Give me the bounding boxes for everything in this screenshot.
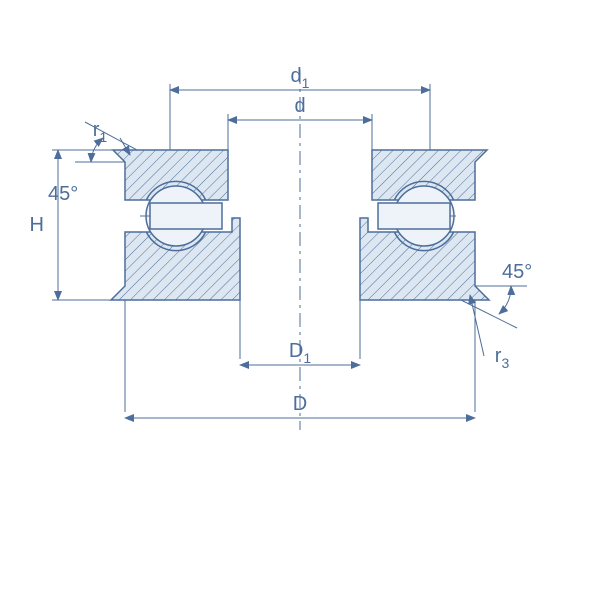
label-angle-left: 45°: [48, 183, 78, 205]
dim-label: d1: [291, 65, 310, 91]
dim-label: H: [30, 214, 44, 236]
cage-section: [150, 203, 222, 229]
dim-label: D1: [289, 340, 311, 366]
label-r3: r3: [495, 345, 510, 371]
dim-label: d: [294, 95, 305, 117]
dim-label: D: [293, 393, 307, 415]
label-angle-right: 45°: [502, 261, 532, 283]
cage-section: [378, 203, 450, 229]
